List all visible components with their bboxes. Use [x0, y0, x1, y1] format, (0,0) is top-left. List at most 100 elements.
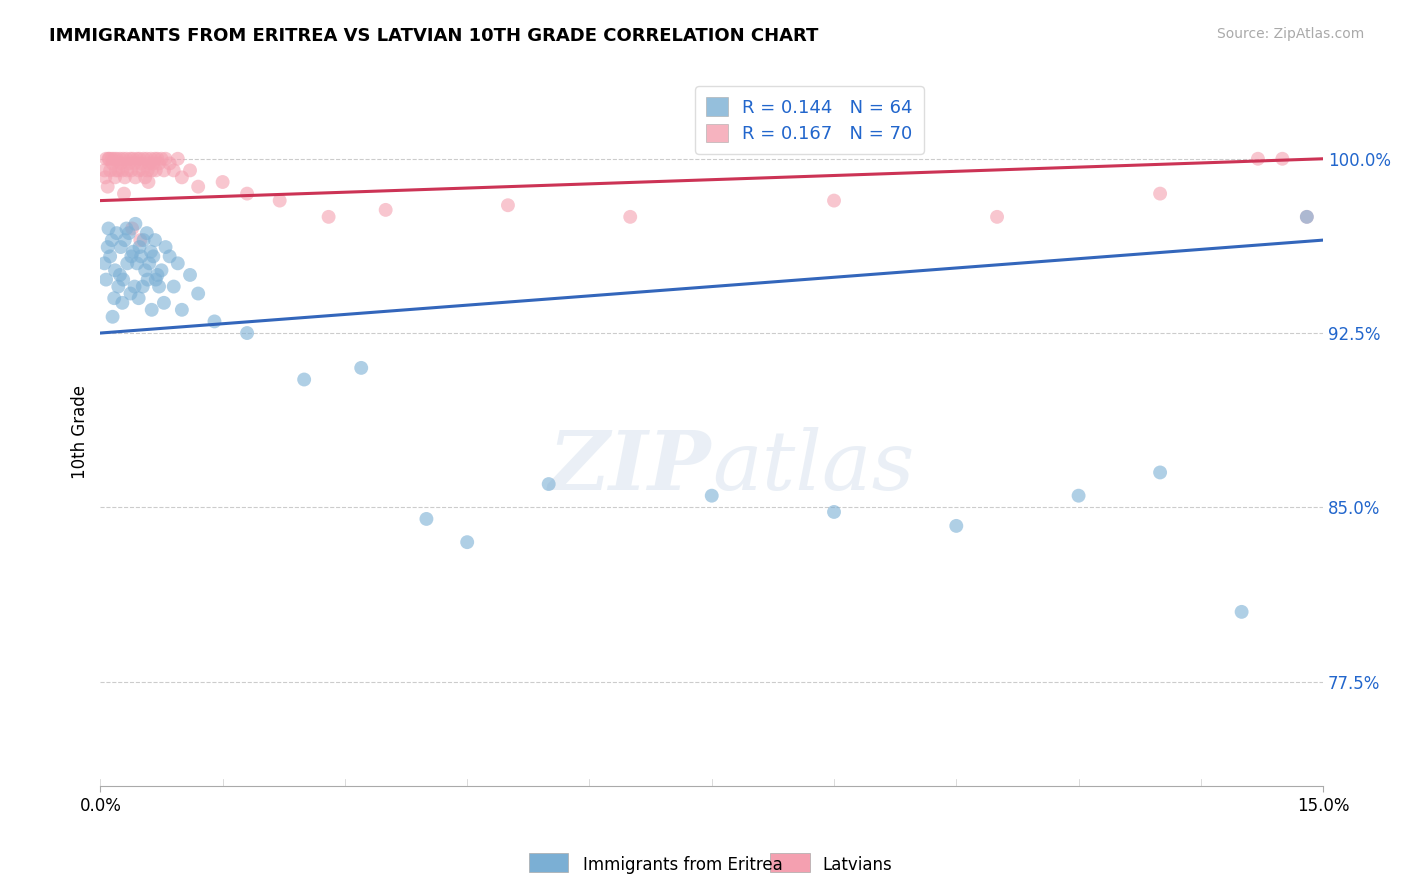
- Point: [159, 156, 181, 170]
- Point: [98, 163, 121, 178]
- Point: [97, 240, 120, 254]
- Point: [112, 186, 135, 201]
- Point: [155, 152, 177, 166]
- Point: [700, 489, 723, 503]
- Point: [115, 152, 138, 166]
- Point: [120, 163, 142, 178]
- Point: [1067, 489, 1090, 503]
- Point: [104, 170, 127, 185]
- Point: [111, 163, 134, 178]
- Point: [163, 279, 186, 293]
- Point: [236, 186, 259, 201]
- Point: [292, 372, 315, 386]
- Point: [823, 194, 845, 208]
- Point: [114, 233, 136, 247]
- Point: [122, 244, 145, 259]
- Point: [145, 272, 167, 286]
- Point: [112, 272, 135, 286]
- Point: [496, 198, 519, 212]
- Point: [97, 179, 120, 194]
- Point: [138, 175, 160, 189]
- Point: [146, 152, 169, 166]
- Point: [132, 233, 155, 247]
- Text: ZIP: ZIP: [550, 427, 711, 508]
- Point: [101, 310, 124, 324]
- Point: [986, 210, 1008, 224]
- Point: [128, 163, 150, 178]
- Point: [135, 226, 157, 240]
- Point: [163, 163, 186, 178]
- Point: [117, 256, 139, 270]
- Point: [141, 163, 163, 178]
- Point: [115, 221, 138, 235]
- Point: [269, 194, 291, 208]
- Point: [111, 295, 134, 310]
- Point: [103, 291, 125, 305]
- Point: [318, 210, 340, 224]
- Point: [132, 152, 155, 166]
- Point: [374, 202, 396, 217]
- Point: [105, 226, 128, 240]
- Point: [93, 256, 115, 270]
- Point: [129, 233, 152, 247]
- Point: [110, 156, 132, 170]
- Point: [94, 170, 117, 185]
- Point: [98, 152, 121, 166]
- Point: [107, 163, 129, 178]
- Point: [155, 240, 177, 254]
- Point: [142, 156, 165, 170]
- Point: [415, 512, 437, 526]
- Point: [134, 263, 156, 277]
- Point: [104, 263, 127, 277]
- Point: [124, 170, 146, 185]
- Point: [138, 256, 160, 270]
- Point: [121, 221, 143, 235]
- Point: [146, 268, 169, 282]
- Point: [118, 156, 141, 170]
- Point: [110, 240, 132, 254]
- Point: [129, 156, 152, 170]
- Point: [112, 152, 135, 166]
- Point: [124, 279, 146, 293]
- Point: [236, 326, 259, 340]
- Point: [118, 226, 141, 240]
- Point: [350, 360, 373, 375]
- Point: [128, 240, 150, 254]
- Point: [945, 519, 967, 533]
- Point: [101, 156, 124, 170]
- Point: [94, 152, 117, 166]
- Point: [204, 314, 226, 328]
- Point: [107, 279, 129, 293]
- Point: [128, 152, 150, 166]
- Point: [135, 152, 157, 166]
- Y-axis label: 10th Grade: 10th Grade: [72, 384, 89, 479]
- Point: [136, 163, 159, 178]
- Text: Immigrants from Eritrea: Immigrants from Eritrea: [583, 856, 783, 874]
- Point: [456, 535, 478, 549]
- Point: [159, 249, 181, 263]
- Point: [103, 152, 125, 166]
- Text: Latvians: Latvians: [823, 856, 893, 874]
- Text: atlas: atlas: [711, 427, 914, 508]
- Point: [125, 256, 148, 270]
- Point: [1271, 152, 1294, 166]
- Point: [148, 156, 170, 170]
- Point: [139, 244, 162, 259]
- Point: [117, 163, 139, 178]
- Point: [142, 249, 165, 263]
- Point: [108, 268, 131, 282]
- Point: [124, 217, 146, 231]
- Point: [139, 152, 162, 166]
- Point: [211, 175, 233, 189]
- Point: [143, 152, 166, 166]
- Point: [114, 170, 136, 185]
- Point: [134, 170, 156, 185]
- Point: [1295, 210, 1317, 224]
- Point: [145, 163, 167, 178]
- Point: [1149, 466, 1171, 480]
- Point: [129, 249, 152, 263]
- Point: [1230, 605, 1253, 619]
- Point: [105, 152, 128, 166]
- Point: [97, 221, 120, 235]
- Text: Source: ZipAtlas.com: Source: ZipAtlas.com: [1216, 27, 1364, 41]
